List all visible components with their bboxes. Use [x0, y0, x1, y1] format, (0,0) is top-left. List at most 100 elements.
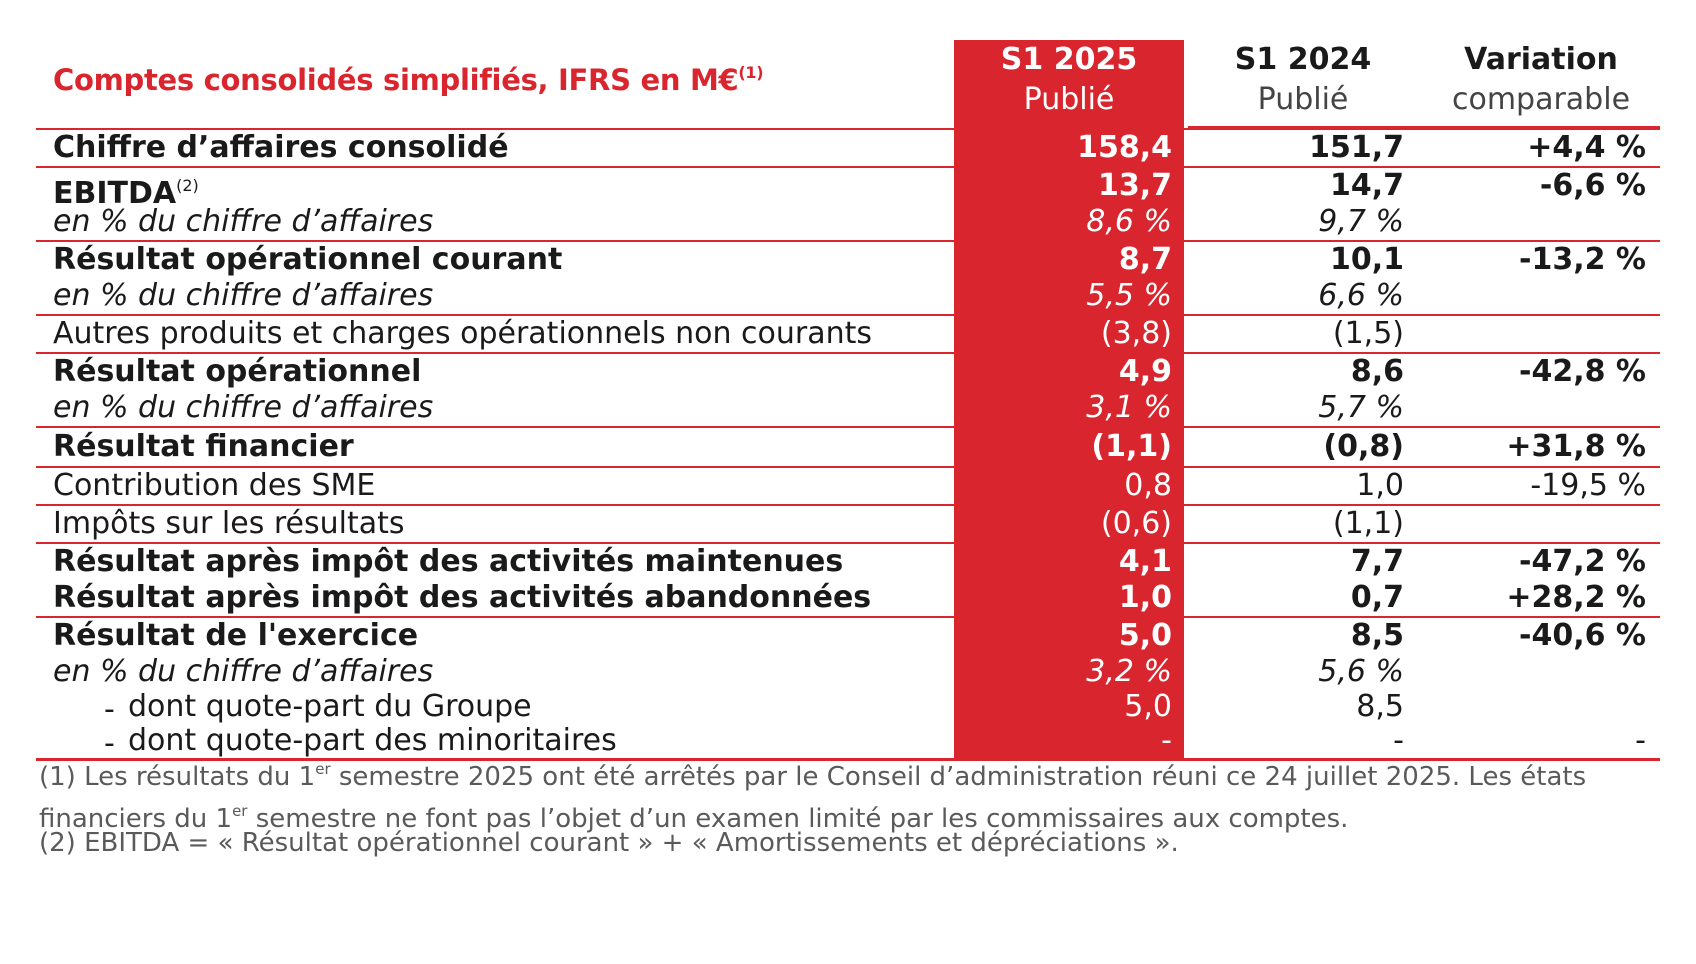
value-variation — [1422, 654, 1660, 690]
value-s1-2024: 6,6 % — [1318, 278, 1404, 313]
row-label: Autres produits et charges opérationnels… — [53, 316, 943, 352]
row-label-text: en % du chiffre d’affaires — [53, 654, 434, 689]
value-s1-2025: (1,1) — [954, 428, 1184, 466]
value-s1-2025: 158,4 — [954, 130, 1184, 166]
row-label-text: en % du chiffre d’affaires — [53, 278, 434, 313]
row-label: dont quote-part du Groupe — [128, 690, 1018, 724]
footnote-2: (2) EBITDA = « Résultat opérationnel cou… — [39, 826, 1669, 860]
value-s1-2024: 5,7 % — [1318, 390, 1404, 425]
row-label-text: Contribution des SME — [53, 468, 376, 503]
col3-subtitle: comparable — [1451, 82, 1631, 117]
footnote-1-part-a: (1) Les résultats du 1 — [39, 762, 316, 792]
value-variation: -13,2 % — [1519, 242, 1646, 277]
row-label: en % du chiffre d’affaires — [53, 390, 943, 426]
row-label: Résultat opérationnel courant — [53, 242, 943, 278]
row-footnote-ref: (2) — [176, 176, 199, 195]
value-s1-2025: 1,0 — [954, 580, 1184, 616]
value-s1-2025: (3,8) — [954, 316, 1184, 352]
table-row: Chiffre d’affaires consolidé 158,4 151,7 +4… — [36, 128, 1660, 166]
financial-summary-table: Comptes consolidés simplifiés, IFRS en M… — [36, 40, 1660, 761]
value-s1-2024: 7,7 — [1350, 544, 1404, 579]
value-variation — [1422, 690, 1660, 724]
row-label: dont quote-part des minoritaires — [128, 724, 1018, 758]
value-variation: -40,6 % — [1519, 618, 1646, 653]
value-s1-2025: 13,7 — [954, 168, 1184, 204]
row-label-text: Résultat après impôt des activités aband… — [53, 580, 872, 615]
value-s1-2025: 5,5 % — [954, 278, 1184, 314]
value-s1-2024: 8,5 — [1350, 618, 1404, 653]
value-s1-2024: (1,5) — [1332, 316, 1404, 351]
value-variation: +31,8 % — [1506, 429, 1646, 464]
row-label-text: Résultat opérationnel courant — [53, 242, 563, 277]
value-s1-2025: 3,2 % — [954, 654, 1184, 690]
value-s1-2024: 0,7 — [1350, 580, 1404, 615]
row-label-text: Impôts sur les résultats — [53, 506, 405, 541]
value-s1-2025: (0,6) — [954, 506, 1184, 542]
value-s1-2024: 151,7 — [1309, 130, 1404, 165]
row-label-text: Chiffre d’affaires consolidé — [53, 130, 509, 165]
value-s1-2024: 8,6 — [1350, 354, 1404, 389]
title-footnote-ref: (1) — [738, 63, 764, 82]
row-label: Résultat opérationnel — [53, 354, 943, 390]
row-label: en % du chiffre d’affaires — [53, 654, 943, 690]
row-label: en % du chiffre d’affaires — [53, 278, 943, 314]
value-s1-2024: 14,7 — [1329, 168, 1404, 203]
row-label: Résultat de l'exercice — [53, 618, 943, 654]
table-row: en % du chiffre d’affaires 3,1 % 5,7 % — [36, 390, 1660, 426]
value-s1-2025: 4,1 — [954, 544, 1184, 580]
row-label: Résultat financier — [53, 428, 943, 466]
footnote-1-part-c: semestre ne font pas l’objet d’un examen… — [247, 804, 1349, 834]
table-title-text: Comptes consolidés simplifiés, IFRS en M… — [53, 63, 739, 97]
row-label: Contribution des SME — [53, 468, 943, 504]
table-body: Chiffre d’affaires consolidé 158,4 151,7 +4… — [36, 128, 1660, 762]
footnote-1: (1) Les résultats du 1 er semestre 2025 o… — [39, 752, 1669, 836]
table-row: - dont quote-part du Groupe 5,0 8,5 — [36, 690, 1660, 728]
row-label: EBITDA(2) — [53, 168, 943, 211]
table-row: Contribution des SME 0,8 1,0 -19,5 % — [36, 466, 1660, 504]
value-variation — [1422, 390, 1660, 426]
value-s1-2024: 5,6 % — [1318, 654, 1404, 689]
row-label: Résultat après impôt des activités maint… — [53, 544, 943, 580]
row-label-text: Résultat opérationnel — [53, 354, 422, 389]
value-s1-2025: 0,8 — [954, 468, 1184, 504]
footnote-2-text: (2) EBITDA = « Résultat opérationnel cou… — [39, 828, 1179, 858]
value-s1-2025: 3,1 % — [954, 390, 1184, 426]
value-s1-2024: 9,7 % — [1318, 204, 1404, 239]
column-header-variation: Variation comparable — [1422, 40, 1660, 128]
table-row: Résultat après impôt des activités maint… — [36, 542, 1660, 580]
row-label: en % du chiffre d’affaires — [53, 204, 943, 240]
row-label-text: EBITDA — [53, 176, 177, 211]
value-variation: -19,5 % — [1530, 468, 1646, 503]
table-row: Impôts sur les résultats (0,6) (1,1) — [36, 504, 1660, 542]
table-row: - dont quote-part des minoritaires - - - — [36, 723, 1660, 762]
table-row: Autres produits et charges opérationnels… — [36, 314, 1660, 352]
value-s1-2024: 1,0 — [1356, 468, 1404, 503]
column-header-s1-2025: S1 2025 Publié — [954, 40, 1184, 128]
col1-subtitle: Publié — [1023, 82, 1115, 117]
value-variation: - — [1635, 723, 1646, 758]
table-row: Résultat financier (1,1) (0,8) +31,8 % — [36, 426, 1660, 466]
col2-title: S1 2024 — [1234, 42, 1372, 77]
value-s1-2024: 10,1 — [1329, 242, 1404, 277]
value-s1-2024: (0,8) — [1323, 429, 1404, 464]
table-row: en % du chiffre d’affaires 8,6 % 9,7 % — [36, 204, 1660, 240]
row-label-text: Résultat financier — [53, 429, 354, 464]
col2-subtitle: Publié — [1257, 82, 1349, 117]
table-row: Résultat opérationnel courant 8,7 10,1 -13,… — [36, 240, 1660, 278]
row-bullet-dash: - — [104, 726, 115, 761]
footnote-1-part-b: semestre 2025 ont été arrêtés par le Con… — [39, 762, 1587, 834]
value-variation: -6,6 % — [1539, 168, 1646, 203]
value-variation: +4,4 % — [1527, 130, 1646, 165]
value-s1-2024: - — [1393, 723, 1404, 758]
header-divider — [1188, 126, 1660, 128]
row-label-text: Résultat après impôt des activités maint… — [53, 544, 844, 579]
row-label-text: en % du chiffre d’affaires — [53, 390, 434, 425]
table-title: Comptes consolidés simplifiés, IFRS en M… — [53, 63, 764, 97]
value-s1-2025: 8,7 — [954, 242, 1184, 278]
value-s1-2025: 4,9 — [954, 354, 1184, 390]
value-s1-2025: - — [954, 724, 1184, 758]
table-header: Comptes consolidés simplifiés, IFRS en M… — [36, 40, 1660, 128]
value-s1-2025: 8,6 % — [954, 204, 1184, 240]
col3-title: Variation — [1464, 42, 1618, 77]
footnote-1-sup-2: er — [232, 802, 248, 820]
